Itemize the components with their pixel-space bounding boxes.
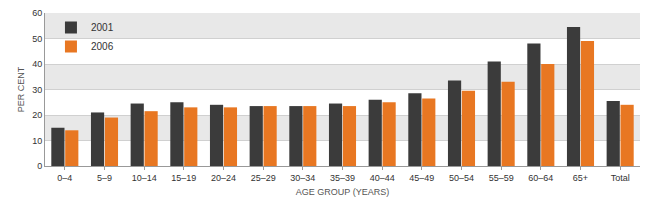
svg-text:0: 0	[37, 161, 42, 171]
svg-text:30–34: 30–34	[290, 173, 315, 183]
svg-text:AGE GROUP (YEARS): AGE GROUP (YEARS)	[296, 187, 389, 197]
svg-text:2006: 2006	[91, 41, 114, 52]
svg-text:45–49: 45–49	[409, 173, 434, 183]
svg-text:50–54: 50–54	[449, 173, 474, 183]
svg-text:10: 10	[32, 136, 42, 146]
svg-text:60–64: 60–64	[528, 173, 553, 183]
svg-text:30: 30	[32, 85, 42, 95]
svg-text:10–14: 10–14	[132, 173, 157, 183]
svg-text:20–24: 20–24	[211, 173, 236, 183]
svg-text:60: 60	[32, 8, 42, 18]
svg-text:40–44: 40–44	[370, 173, 395, 183]
svg-text:5–9: 5–9	[97, 173, 112, 183]
svg-text:40: 40	[32, 59, 42, 69]
svg-text:15–19: 15–19	[171, 173, 196, 183]
svg-text:50: 50	[32, 34, 42, 44]
svg-text:20: 20	[32, 110, 42, 120]
svg-text:55–59: 55–59	[489, 173, 514, 183]
svg-text:0–4: 0–4	[57, 173, 72, 183]
svg-text:25–29: 25–29	[251, 173, 276, 183]
svg-text:PER CENT: PER CENT	[16, 66, 26, 112]
svg-text:35–39: 35–39	[330, 173, 355, 183]
svg-text:Total: Total	[611, 173, 630, 183]
svg-text:2001: 2001	[91, 22, 114, 33]
svg-text:65+: 65+	[573, 173, 588, 183]
